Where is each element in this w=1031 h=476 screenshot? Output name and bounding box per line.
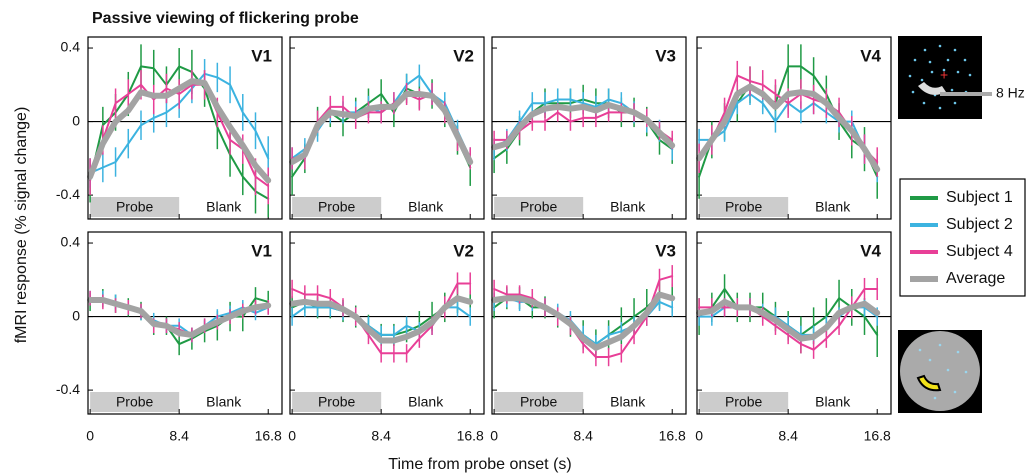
period-band — [494, 197, 584, 217]
plot-frame — [289, 231, 485, 415]
y-tick-label: 0 — [72, 112, 80, 128]
period-label: Probe — [116, 199, 154, 215]
series-line — [89, 65, 270, 200]
period-band — [90, 392, 180, 412]
panel-title: V3 — [655, 241, 676, 260]
x-tick-label: 16.8 — [659, 428, 686, 444]
plot-frame — [491, 231, 687, 415]
series-line — [87, 78, 272, 184]
y-tick-label: -0.4 — [56, 186, 80, 202]
y-tick-label: 0 — [72, 307, 80, 323]
x-axis-label: Time from probe onset (s) — [388, 456, 571, 473]
x-tick-label: 0 — [86, 428, 94, 444]
x-tick-label: 0 — [695, 428, 703, 444]
legend-label: Average — [946, 270, 1005, 287]
period-label: Blank — [408, 394, 444, 410]
panel-title: V1 — [251, 241, 272, 260]
period-label: Probe — [318, 199, 356, 215]
x-tick-label: 8.4 — [371, 428, 391, 444]
period-label: Probe — [725, 394, 763, 410]
period-label: Blank — [408, 199, 444, 215]
inset-bottom — [898, 330, 982, 413]
series-line — [698, 288, 879, 351]
plot-frame — [696, 231, 892, 415]
y-tick-label: -0.4 — [56, 381, 80, 397]
plot-frame — [87, 231, 283, 415]
period-label: Probe — [520, 199, 558, 215]
inset-label: 8 Hz — [996, 85, 1025, 101]
x-tick-label: 0 — [288, 428, 296, 444]
series-line — [493, 275, 674, 358]
plot-frame — [696, 36, 892, 220]
period-band — [699, 392, 789, 412]
series-line — [491, 291, 676, 351]
period-label: Blank — [206, 199, 242, 215]
period-label: Blank — [610, 199, 646, 215]
y-tick-label: 0.4 — [61, 234, 81, 250]
x-tick-label: 8.4 — [778, 428, 798, 444]
plot-frame — [491, 36, 687, 220]
period-label: Blank — [815, 394, 851, 410]
x-tick-label: 16.8 — [864, 428, 891, 444]
x-tick-label: 16.8 — [457, 428, 484, 444]
x-tick-label: 16.8 — [255, 428, 282, 444]
period-label: Blank — [815, 199, 851, 215]
inset-top: + — [898, 36, 992, 119]
period-label: Blank — [206, 394, 242, 410]
period-band — [699, 197, 789, 217]
period-label: Probe — [116, 394, 154, 410]
panel-title: V4 — [860, 241, 881, 260]
period-band — [292, 392, 382, 412]
x-tick-label: 8.4 — [169, 428, 189, 444]
legend-label: Subject 4 — [946, 243, 1013, 260]
series-line — [696, 83, 881, 173]
series-line — [87, 297, 272, 338]
x-tick-label: 0 — [490, 428, 498, 444]
series-line — [289, 295, 474, 344]
series-line — [289, 91, 474, 165]
period-band — [292, 197, 382, 217]
period-label: Blank — [610, 394, 646, 410]
panel-title: V4 — [860, 46, 881, 65]
plot-frame — [289, 36, 485, 220]
y-tick-label: 0.4 — [61, 39, 81, 55]
period-label: Probe — [520, 394, 558, 410]
svg-text:+: + — [940, 67, 948, 83]
figure-title: Passive viewing of flickering probe — [92, 10, 359, 27]
x-tick-label: 8.4 — [573, 428, 593, 444]
panel-title: V2 — [453, 46, 474, 65]
series-line — [89, 83, 270, 187]
period-label: Probe — [318, 394, 356, 410]
panel-title: V2 — [453, 241, 474, 260]
panel-title: V1 — [251, 46, 272, 65]
plot-frame — [87, 36, 283, 220]
series-line — [696, 298, 881, 342]
legend-label: Subject 1 — [946, 189, 1013, 206]
panel-title: V3 — [655, 46, 676, 65]
period-label: Probe — [725, 199, 763, 215]
series-line — [491, 102, 676, 151]
legend-label: Subject 2 — [946, 216, 1013, 233]
period-band — [90, 197, 180, 217]
period-band — [494, 392, 584, 412]
y-axis-label: fMRI response (% signal change) — [13, 107, 30, 344]
